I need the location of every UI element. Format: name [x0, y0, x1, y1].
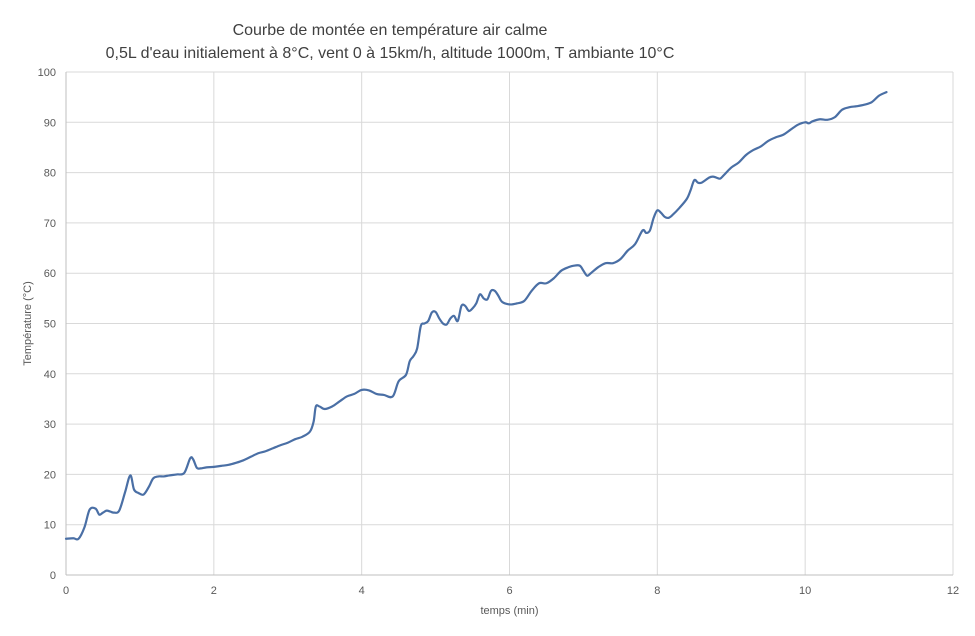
y-tick-label: 20 [44, 469, 56, 481]
chart-subtitle: 0,5L d'eau initialement à 8°C, vent 0 à … [105, 45, 675, 62]
y-tick-label: 50 [44, 319, 56, 331]
y-tick-label: 0 [50, 570, 56, 582]
y-axis-label: Température (°C) [22, 281, 34, 365]
y-tick-label: 40 [44, 369, 56, 381]
series-line [64, 91, 888, 541]
y-tick-label: 10 [44, 520, 56, 532]
chart-title: Courbe de montée en température air calm… [232, 22, 548, 39]
y-tick-label: 80 [44, 168, 56, 180]
x-tick-label: 6 [506, 585, 512, 597]
x-axis-label: temps (min) [480, 605, 538, 617]
x-tick-label: 2 [211, 585, 217, 597]
y-tick-label: 70 [44, 218, 56, 230]
x-tick-label: 4 [359, 585, 365, 597]
y-tick-label: 100 [38, 67, 56, 79]
x-tick-label: 12 [947, 585, 959, 597]
y-tick-label: 30 [44, 419, 56, 431]
y-tick-label: 60 [44, 268, 56, 280]
x-tick-label: 0 [63, 585, 69, 597]
y-tick-label: 90 [44, 117, 56, 129]
x-tick-label: 10 [799, 585, 811, 597]
x-tick-label: 8 [654, 585, 660, 597]
